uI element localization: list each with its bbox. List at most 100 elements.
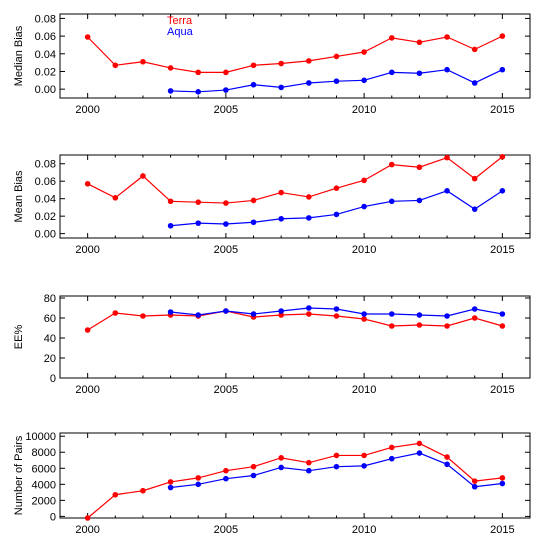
data-point-aqua <box>223 87 229 93</box>
data-point-terra <box>361 452 367 459</box>
data-point-terra <box>195 199 202 205</box>
data-point-aqua <box>278 308 284 314</box>
data-point-terra <box>444 454 450 460</box>
x-tick-label: 2005 <box>214 524 238 536</box>
data-point-terra <box>444 323 450 329</box>
data-point-aqua <box>250 219 257 226</box>
data-point-terra <box>388 444 395 451</box>
y-tick-label: 8000 <box>32 447 56 459</box>
plot-frame <box>59 432 531 519</box>
data-point-terra <box>416 39 423 46</box>
data-point-terra <box>112 310 119 316</box>
series-line-terra <box>87 156 503 204</box>
data-point-aqua <box>333 211 340 218</box>
panel-number-of-pairs: 2000 2005 2010 2015 0 2000 4000 6000 8000 10000Nu… <box>13 431 531 536</box>
data-point-terra <box>250 62 257 69</box>
x-tick-label: 2000 <box>75 104 99 116</box>
data-point-terra <box>416 440 423 447</box>
y-tick-label: 0.06 <box>35 176 56 188</box>
data-point-aqua <box>416 70 423 77</box>
data-point-terra <box>306 194 312 200</box>
y-tick-label: 0.08 <box>35 159 56 171</box>
data-point-aqua <box>444 461 450 468</box>
data-point-aqua <box>361 311 367 317</box>
data-point-terra <box>333 53 340 60</box>
data-point-aqua <box>306 215 312 221</box>
data-point-aqua <box>195 481 202 488</box>
data-point-terra <box>471 478 478 484</box>
data-point-terra <box>167 479 174 485</box>
data-point-terra <box>84 181 91 187</box>
series-line-terra <box>87 35 503 73</box>
data-point-aqua <box>167 88 174 94</box>
data-point-aqua <box>471 80 478 86</box>
data-point-terra <box>306 311 312 317</box>
y-tick-label: 0 <box>50 511 56 523</box>
y-tick-label: 0.00 <box>35 229 56 241</box>
data-point-aqua <box>195 89 202 95</box>
data-point-aqua <box>499 480 506 487</box>
data-point-terra <box>333 185 340 191</box>
series-terra <box>84 153 506 206</box>
data-point-aqua <box>444 66 450 73</box>
data-point-aqua <box>306 80 312 86</box>
series-line-terra <box>87 310 503 331</box>
data-point-aqua <box>471 206 478 212</box>
data-point-terra <box>471 175 478 182</box>
x-tick-label: 2010 <box>352 384 376 396</box>
data-point-terra <box>333 313 340 319</box>
data-point-aqua <box>223 475 229 482</box>
legend-entry-aqua: Aqua <box>167 26 194 38</box>
y-tick-label: 0.00 <box>35 84 56 96</box>
y-tick-label: 0.08 <box>35 13 56 25</box>
data-point-terra <box>140 173 146 179</box>
series-terra <box>84 33 506 76</box>
data-point-aqua <box>361 463 367 469</box>
y-tick-label: 0.02 <box>35 211 56 223</box>
data-point-aqua <box>250 472 257 479</box>
y-tick-label: 0 <box>50 373 56 385</box>
x-tick-label: 2005 <box>214 384 238 396</box>
y-tick-label: 4000 <box>32 479 56 491</box>
data-point-aqua <box>388 198 395 205</box>
y-axis-title: Median Bias <box>13 25 25 86</box>
y-tick-label: 60 <box>44 313 56 325</box>
data-point-terra <box>195 475 202 481</box>
data-point-aqua <box>444 313 450 319</box>
x-tick-label: 2000 <box>75 384 99 396</box>
data-point-terra <box>444 34 450 40</box>
series-aqua <box>167 450 506 491</box>
data-point-terra <box>195 69 202 76</box>
data-point-terra <box>499 323 506 329</box>
data-point-aqua <box>388 311 395 317</box>
data-point-aqua <box>167 222 174 229</box>
data-point-aqua <box>499 188 506 194</box>
data-point-aqua <box>471 306 478 312</box>
x-tick-label: 2010 <box>352 524 376 536</box>
data-point-aqua <box>223 221 229 227</box>
data-point-aqua <box>416 312 423 318</box>
data-point-terra <box>140 313 146 319</box>
data-point-terra <box>499 33 506 39</box>
data-point-terra <box>416 322 423 328</box>
data-point-terra <box>278 312 284 318</box>
data-point-aqua <box>388 455 395 462</box>
series-terra <box>84 440 506 521</box>
data-point-terra <box>333 452 340 459</box>
data-point-aqua <box>195 220 202 226</box>
data-point-terra <box>471 315 478 321</box>
data-point-aqua <box>471 483 478 490</box>
y-tick-label: 0.04 <box>35 194 56 206</box>
data-point-aqua <box>223 308 229 314</box>
data-point-terra <box>499 475 506 481</box>
data-point-terra <box>223 200 229 206</box>
plot-frame <box>59 295 531 379</box>
data-point-aqua <box>444 188 450 194</box>
y-tick-label: 0.04 <box>35 49 56 61</box>
data-point-aqua <box>361 77 367 84</box>
data-point-terra <box>499 153 506 160</box>
data-point-terra <box>112 491 119 498</box>
data-point-terra <box>278 60 284 67</box>
data-point-aqua <box>195 312 202 318</box>
